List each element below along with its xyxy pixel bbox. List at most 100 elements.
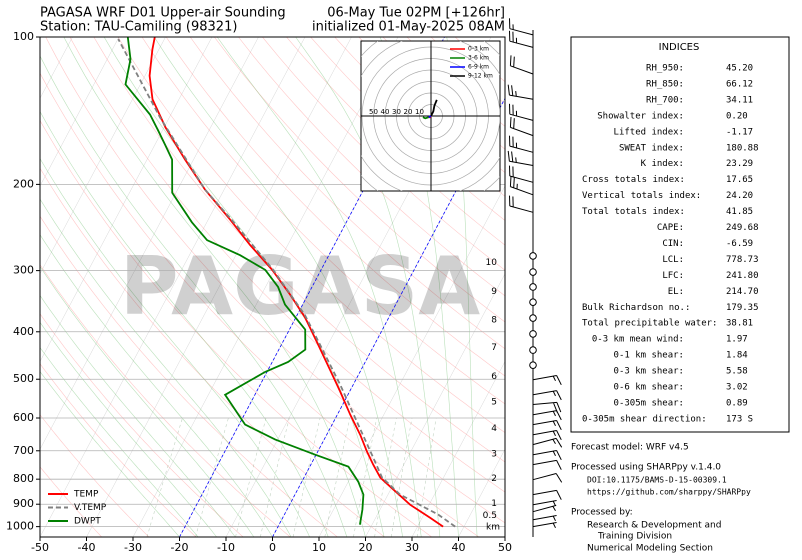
isotherm: [132, 37, 399, 537]
dry-adiabat: [141, 37, 505, 405]
index-label: 0-305m shear direction:: [582, 414, 707, 424]
calm-circle: [529, 268, 537, 276]
index-value: -1.17: [726, 127, 753, 137]
footer-line: Forecast model: WRF v4.5: [571, 443, 689, 453]
y-tick-label: 200: [13, 177, 34, 190]
title-right-1: 06-May Tue 02PM [+126hr]: [327, 6, 505, 21]
wind-barb: [507, 150, 534, 166]
calm-circle: [529, 252, 537, 260]
index-label: K index:: [641, 159, 684, 169]
moist-adiabat: [63, 37, 366, 537]
isotherm: [40, 37, 213, 363]
calm-circle: [529, 346, 537, 354]
index-label: CAPE:: [657, 223, 684, 233]
index-value: -6.59: [726, 239, 753, 249]
height-label: 6: [491, 372, 497, 382]
index-label: Total totals index:: [582, 207, 685, 217]
height-unit: km: [486, 523, 500, 533]
height-label: 3: [491, 449, 497, 459]
index-label: 0-305m shear:: [614, 398, 684, 408]
y-tick-label: 900: [13, 497, 34, 510]
index-value: 1.97: [726, 335, 748, 345]
isotherm: [318, 185, 505, 537]
y-tick-label: 700: [13, 444, 34, 457]
mixing-ratio-line: [235, 417, 267, 537]
mixing-ratio-line: [195, 417, 229, 537]
dry-adiabat: [40, 119, 432, 537]
footer-line: DOI:10.1175/BAMS-D-15-00309.1: [587, 476, 727, 485]
index-label: 0-6 km shear:: [614, 383, 684, 393]
legend-label: TEMP: [73, 490, 99, 500]
index-value: 5.58: [726, 367, 748, 377]
calm-circle: [529, 298, 537, 306]
y-tick-label: 800: [13, 472, 34, 485]
moist-adiabat: [40, 321, 217, 537]
height-label: 9: [491, 287, 497, 297]
isotherm: [40, 37, 120, 187]
index-label: 0-1 km shear:: [614, 351, 684, 361]
wind-barb: [509, 30, 534, 48]
index-label: Vertical totals index:: [582, 191, 701, 201]
dry-adiabat: [117, 37, 505, 433]
height-label: 8: [491, 315, 497, 325]
y-tick-label: 500: [13, 372, 34, 385]
hodo-legend-label: 6-9 km: [468, 64, 489, 71]
index-label: RH_950:: [646, 64, 684, 74]
wind-barb: [509, 176, 534, 196]
hodo-legend-label: 3-6 km: [468, 55, 489, 62]
x-tick-label: 40: [452, 541, 466, 554]
x-tick-label: -20: [171, 541, 189, 554]
isotherm: [40, 37, 166, 275]
hodo-trace: [428, 115, 432, 118]
wind-barb: [532, 522, 557, 529]
footer: Forecast model: WRF v4.5 Processed using …: [571, 443, 751, 554]
y-tick-label: 400: [13, 325, 34, 338]
index-value: 0.89: [726, 398, 748, 408]
dry-adiabat: [214, 37, 505, 323]
x-tick-label: 50: [498, 541, 512, 554]
height-label: 2: [491, 474, 497, 484]
dry-adiabat: [40, 466, 102, 537]
hodo-ring-label: 50: [369, 108, 378, 116]
isotherm: [411, 360, 505, 537]
wind-barb: [509, 165, 534, 183]
index-value: 180.88: [726, 143, 759, 153]
title-left-1: PAGASA WRF D01 Upper-air Sounding: [40, 6, 286, 21]
height-label: 1: [491, 499, 497, 509]
moist-adiabat: [40, 371, 180, 537]
index-label: LFC:: [662, 271, 684, 281]
calm-circle: [529, 330, 537, 338]
height-label: 0.5: [483, 511, 497, 521]
index-value: 34.11: [726, 95, 753, 105]
watermark: PAGASA: [120, 240, 480, 333]
index-value: 249.68: [726, 223, 759, 233]
index-label: Showalter index:: [597, 111, 684, 121]
height-label: 10: [486, 258, 498, 268]
x-tick-label: 0: [269, 541, 276, 554]
background-lines: PAGASA: [40, 37, 505, 537]
moist-adiabat: [40, 347, 199, 537]
wind-barb: [509, 116, 534, 137]
hodo-ring-label: 10: [415, 108, 424, 116]
isotherm: [86, 37, 352, 537]
index-value: 173 S: [726, 414, 753, 424]
moist-adiabat: [40, 157, 310, 537]
moist-adiabat: [40, 266, 255, 537]
mixing-ratio-line: [292, 417, 321, 537]
mixing-ratio-line: [324, 417, 351, 537]
dry-adiabat: [69, 37, 505, 493]
profile-line: [117, 38, 456, 528]
moist-adiabat: [40, 294, 236, 537]
calm-circle: [529, 314, 537, 322]
index-label: Total precipitable water:: [582, 319, 717, 329]
y-tick-label: 600: [13, 411, 34, 424]
index-label: Cross totals index:: [582, 175, 685, 185]
indices-panel: [570, 36, 790, 433]
hodo-ring-label: 30: [392, 108, 401, 116]
index-label: Bulk Richardson no.:: [582, 303, 690, 313]
height-label: 7: [491, 343, 497, 353]
index-value: 38.81: [726, 319, 753, 329]
index-value: 241.80: [726, 271, 759, 281]
wind-barb: [509, 103, 534, 121]
